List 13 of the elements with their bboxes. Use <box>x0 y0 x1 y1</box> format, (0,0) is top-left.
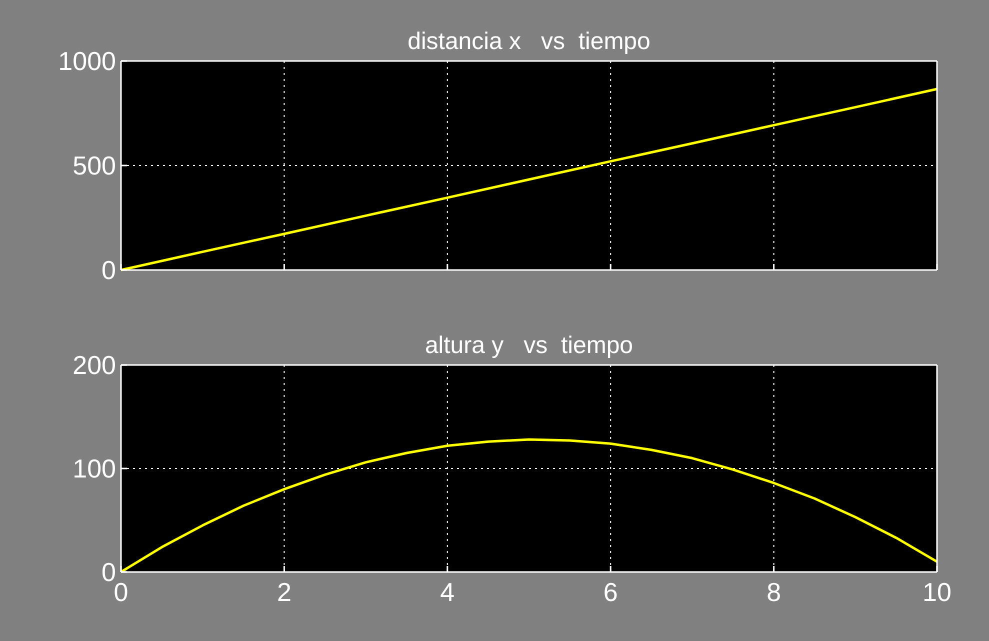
y-tick-label: 100 <box>72 454 116 484</box>
y-tick-label: 1000 <box>58 46 116 76</box>
y-tick-label: 0 <box>102 557 116 588</box>
y-tick-label: 200 <box>72 350 116 380</box>
x-tick-label: 2 <box>276 577 292 607</box>
x-tick-label: 8 <box>766 577 782 607</box>
x-tick-label: 6 <box>603 577 618 607</box>
chart-title: distancia x vs tiempo <box>408 28 650 55</box>
chart-title: altura y vs tiempo <box>424 332 634 359</box>
x-tick-label: 10 <box>922 577 952 607</box>
x-tick-label: 4 <box>440 577 455 607</box>
y-tick-label: 500 <box>72 150 116 181</box>
y-tick-label: 0 <box>102 255 116 286</box>
